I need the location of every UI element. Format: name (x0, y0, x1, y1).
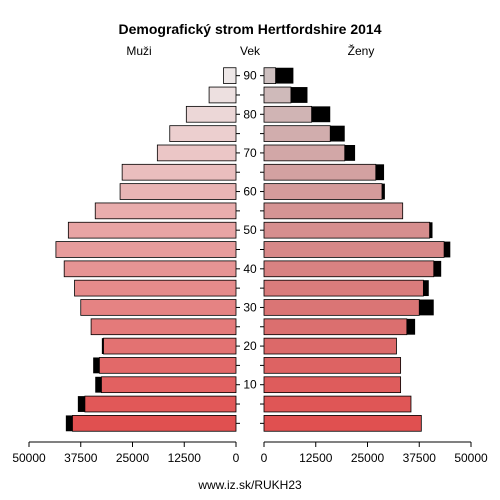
men-label: Muži (126, 44, 151, 58)
age-tick-label: 60 (243, 185, 257, 199)
footer-source: www.iz.sk/RUKH23 (197, 478, 302, 492)
women-bar-60-64 (263, 183, 383, 200)
women-bar-80-84 (263, 105, 313, 123)
women-bar-50-54 (263, 221, 431, 239)
x-tick-label-men: 0 (233, 451, 240, 465)
x-tick-label-women: 0 (261, 451, 268, 465)
women-bar-85-89 (263, 86, 292, 104)
women-extra-50-54 (429, 222, 433, 239)
x-tick-label-women: 37500 (403, 451, 437, 465)
women-extra-75-79 (330, 125, 345, 142)
women-bars (263, 67, 451, 432)
age-tick-label: 80 (243, 107, 257, 121)
women-extra-45-49 (444, 241, 451, 258)
men-bar-70-74 (156, 144, 237, 162)
men-bar-0-4 (72, 415, 237, 432)
axes: 10 20 30 40 50 60 70 80 90 50000 37500 25000 12500 0 0… (12, 69, 488, 465)
women-bar-35-39 (263, 279, 424, 297)
women-bar-20-24 (263, 337, 397, 355)
age-tick-label: 90 (243, 69, 257, 83)
age-axis-label: Vek (240, 44, 261, 58)
women-extra-70-74 (344, 145, 356, 161)
men-bar-75-79 (169, 125, 237, 142)
men-bar-15-19 (98, 357, 237, 374)
x-tick-label-women: 50000 (454, 451, 488, 465)
men-bar-60-64 (119, 183, 237, 200)
men-extra-0-4 (65, 415, 73, 432)
women-bar-90+ (263, 67, 276, 84)
women-extra-85-89 (290, 87, 308, 103)
women-bar-5-9 (263, 395, 412, 413)
men-bar-35-39 (74, 279, 237, 297)
men-bar-5-9 (84, 395, 237, 413)
age-tick-label: 70 (243, 146, 257, 160)
men-bar-80-84 (185, 105, 237, 123)
men-bar-30-34 (80, 299, 237, 316)
women-bar-65-69 (263, 163, 377, 181)
women-bar-40-44 (263, 260, 435, 278)
age-tick-label: 10 (243, 378, 257, 392)
men-extra-15-19 (93, 357, 100, 374)
men-bar-25-29 (90, 318, 237, 336)
x-tick-label-men: 50000 (12, 451, 46, 465)
men-extra-5-9 (77, 396, 85, 412)
women-bar-15-19 (263, 357, 402, 374)
women-bar-25-29 (263, 318, 408, 336)
women-bar-45-49 (263, 241, 445, 258)
x-tick-label-women: 12500 (299, 451, 333, 465)
women-bar-55-59 (263, 202, 404, 220)
women-extra-60-64 (381, 183, 385, 200)
women-extra-65-69 (375, 164, 385, 181)
women-extra-80-84 (311, 106, 331, 123)
men-bar-90+ (223, 67, 237, 84)
men-extra-10-14 (95, 376, 102, 393)
women-bar-75-79 (263, 125, 331, 142)
chart-title: Demografický strom Hertfordshire 2014 (119, 21, 382, 37)
men-bar-50-54 (67, 221, 237, 239)
x-tick-label-men: 12500 (168, 451, 202, 465)
women-extra-25-29 (406, 318, 416, 335)
age-tick-label: 40 (243, 262, 257, 276)
men-bar-10-14 (101, 376, 237, 394)
women-extra-30-34 (419, 299, 434, 316)
women-extra-90+ (275, 67, 294, 84)
women-bar-0-4 (263, 415, 422, 432)
men-bar-20-24 (103, 337, 237, 355)
men-bar-45-49 (55, 241, 237, 258)
age-tick-label: 50 (243, 223, 257, 237)
men-bars (55, 67, 237, 432)
age-tick-label: 30 (243, 300, 257, 314)
men-extra-20-24 (101, 338, 104, 354)
x-tick-label-men: 25000 (116, 451, 150, 465)
women-label: Ženy (348, 43, 375, 58)
women-bar-70-74 (263, 144, 346, 162)
women-extra-40-44 (433, 260, 442, 277)
women-extra-35-39 (423, 280, 429, 297)
women-bar-30-34 (263, 299, 420, 316)
x-tick-label-women: 25000 (351, 451, 385, 465)
men-bar-55-59 (94, 202, 237, 220)
women-bar-10-14 (263, 376, 402, 394)
x-tick-label-men: 37500 (64, 451, 98, 465)
men-bar-65-69 (121, 163, 237, 181)
age-tick-label: 20 (243, 339, 257, 353)
men-bar-40-44 (63, 260, 237, 278)
men-bar-85-89 (208, 86, 237, 104)
